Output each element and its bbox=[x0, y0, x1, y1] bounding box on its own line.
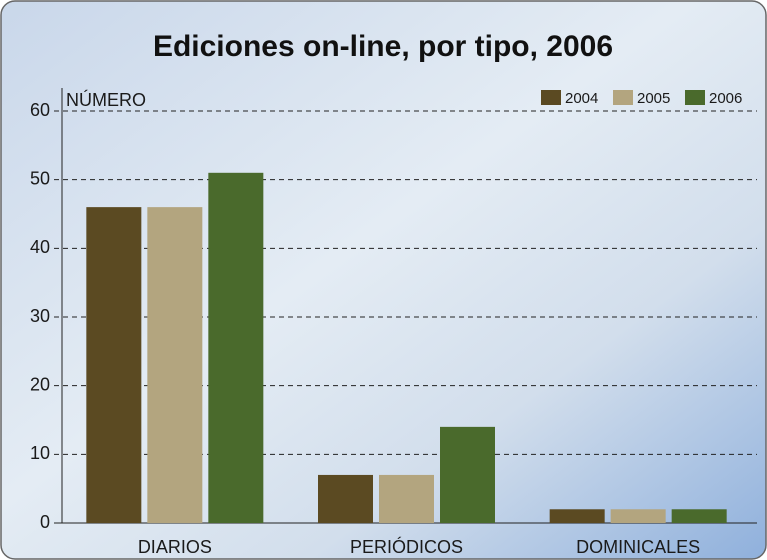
x-tick-label: PERIÓDICOS bbox=[350, 536, 463, 557]
legend-swatch bbox=[685, 90, 705, 105]
legend-label: 2006 bbox=[709, 90, 742, 107]
bar bbox=[610, 509, 666, 523]
legend-swatch bbox=[541, 90, 561, 105]
bar bbox=[86, 207, 142, 523]
bar bbox=[440, 426, 495, 523]
bar bbox=[549, 509, 605, 523]
bar bbox=[147, 207, 203, 523]
x-tick-label: DIARIOS bbox=[138, 537, 212, 557]
y-tick-label: 50 bbox=[30, 168, 50, 188]
x-tick-label: DOMINICALES bbox=[576, 537, 700, 557]
y-axis-label: NÚMERO bbox=[66, 89, 146, 110]
legend-label: 2004 bbox=[565, 90, 598, 107]
y-tick-label: 30 bbox=[30, 306, 50, 326]
y-tick-label: 60 bbox=[30, 100, 50, 120]
bar bbox=[318, 474, 373, 523]
bar bbox=[671, 509, 727, 523]
legend-swatch bbox=[613, 90, 633, 105]
y-tick-label: 20 bbox=[30, 374, 50, 394]
bar bbox=[379, 474, 434, 523]
y-tick-label: 0 bbox=[40, 512, 50, 532]
y-tick-label: 40 bbox=[30, 237, 50, 257]
chart-title: Ediciones on-line, por tipo, 2006 bbox=[153, 30, 613, 63]
bar bbox=[208, 172, 264, 524]
y-tick-label: 10 bbox=[30, 443, 50, 463]
legend-label: 2005 bbox=[637, 90, 670, 107]
